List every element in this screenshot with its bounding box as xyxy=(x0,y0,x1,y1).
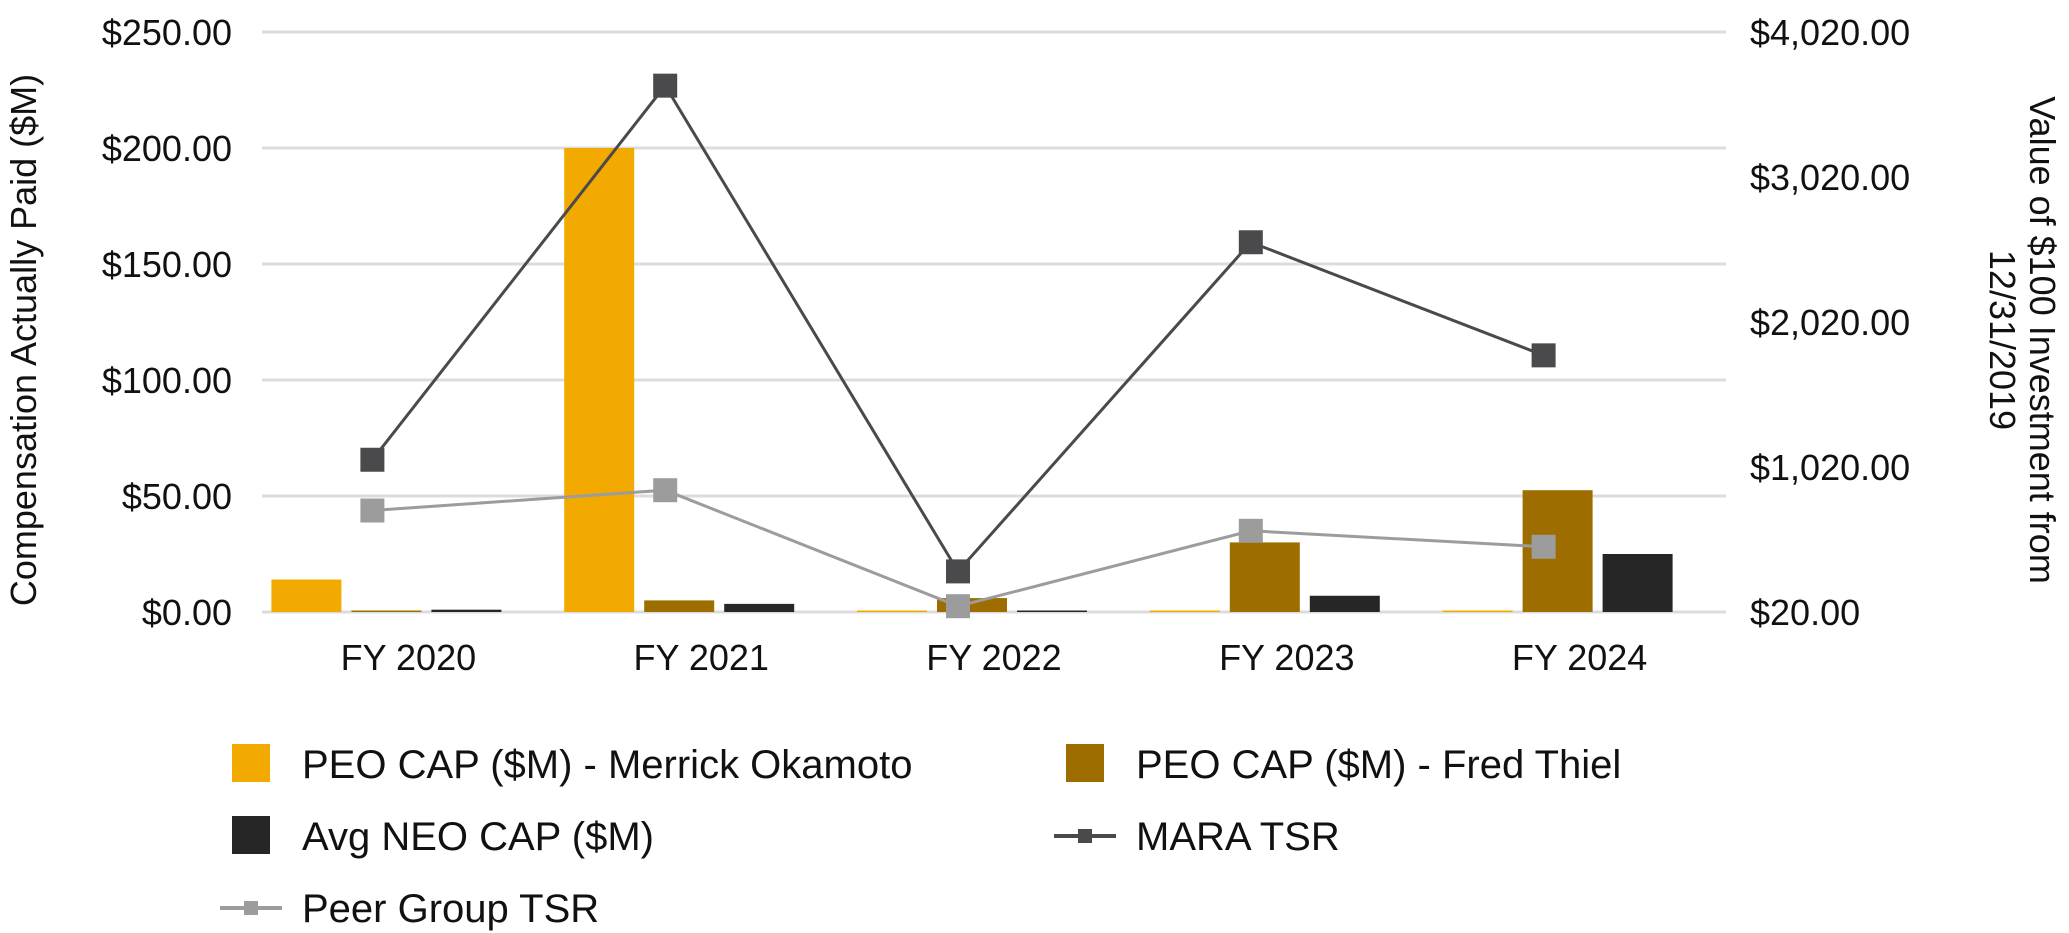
bar-series xyxy=(271,148,1673,612)
x-tick-label: FY 2021 xyxy=(633,637,768,678)
bar-1-0 xyxy=(351,610,422,612)
right-tick-label: $4,020.00 xyxy=(1750,12,1910,53)
marker-0-2 xyxy=(946,559,970,584)
left-tick-label: $150.00 xyxy=(102,244,232,285)
marker-1-2 xyxy=(946,594,970,619)
legend-label: PEO CAP ($M) - Fred Thiel xyxy=(1136,743,1621,787)
left-axis-title: Compensation Actually Paid ($M) xyxy=(3,74,44,606)
right-axis-title-line1: Value of $100 Investment from xyxy=(2022,96,2063,584)
marker-1-0 xyxy=(360,498,385,523)
x-tick-label: FY 2023 xyxy=(1219,637,1354,678)
marker-0-0 xyxy=(360,447,385,472)
right-axis-title-line2: 12/31/2019 xyxy=(1982,250,2023,430)
bar-1-3 xyxy=(1229,542,1300,612)
legend-swatch xyxy=(232,744,270,782)
left-tick-label: $50.00 xyxy=(122,476,232,517)
right-axis-ticks: $20.00 $1,020.00 $2,020.00 $3,020.00 $4,020.… xyxy=(1750,12,1910,633)
bar-2-1 xyxy=(724,603,795,612)
bar-2-2 xyxy=(1017,610,1087,612)
marker-0-1 xyxy=(653,73,678,98)
x-tick-label: FY 2022 xyxy=(926,637,1061,678)
right-tick-label: $1,020.00 xyxy=(1750,447,1910,488)
legend-label: Avg NEO CAP ($M) xyxy=(302,815,654,859)
bar-0-1 xyxy=(564,148,635,612)
legend-marker xyxy=(244,901,258,915)
right-tick-label: $2,020.00 xyxy=(1750,302,1910,343)
bar-0-2 xyxy=(857,610,927,612)
left-tick-label: $100.00 xyxy=(102,360,232,401)
legend-swatch xyxy=(1066,744,1104,782)
line-series xyxy=(360,73,1556,619)
legend-label: MARA TSR xyxy=(1136,815,1340,859)
left-axis-ticks: $0.00 $50.00 $100.00 $150.00 $200.00 $250.00 xyxy=(102,12,232,633)
left-tick-label: $200.00 xyxy=(102,128,232,169)
legend-label: PEO CAP ($M) - Merrick Okamoto xyxy=(302,743,912,787)
right-tick-label: $3,020.00 xyxy=(1750,157,1910,198)
legend-label: Peer Group TSR xyxy=(302,887,599,931)
marker-1-1 xyxy=(653,478,678,503)
legend-swatch xyxy=(232,816,270,854)
x-axis-ticks: FY 2020 FY 2021 FY 2022 FY 2023 FY 2024 xyxy=(341,637,1648,678)
bar-2-3 xyxy=(1309,595,1380,612)
line-1 xyxy=(372,488,1544,608)
bar-2-4 xyxy=(1602,554,1673,612)
bar-2-0 xyxy=(431,609,502,612)
x-tick-label: FY 2024 xyxy=(1512,637,1647,678)
marker-0-4 xyxy=(1531,343,1556,368)
left-tick-label: $250.00 xyxy=(102,12,232,53)
legend-marker xyxy=(1078,829,1092,843)
bar-0-3 xyxy=(1149,610,1220,612)
bar-0-4 xyxy=(1442,610,1513,612)
x-tick-label: FY 2020 xyxy=(341,637,476,678)
marker-1-4 xyxy=(1531,534,1556,559)
marker-1-3 xyxy=(1238,518,1263,543)
right-tick-label: $20.00 xyxy=(1750,592,1860,633)
legend: PEO CAP ($M) - Merrick Okamoto PEO CAP ($… xyxy=(220,743,1621,931)
left-tick-label: $0.00 xyxy=(142,592,232,633)
bar-0-0 xyxy=(271,579,342,612)
bar-1-1 xyxy=(644,600,715,612)
marker-0-3 xyxy=(1238,230,1263,255)
